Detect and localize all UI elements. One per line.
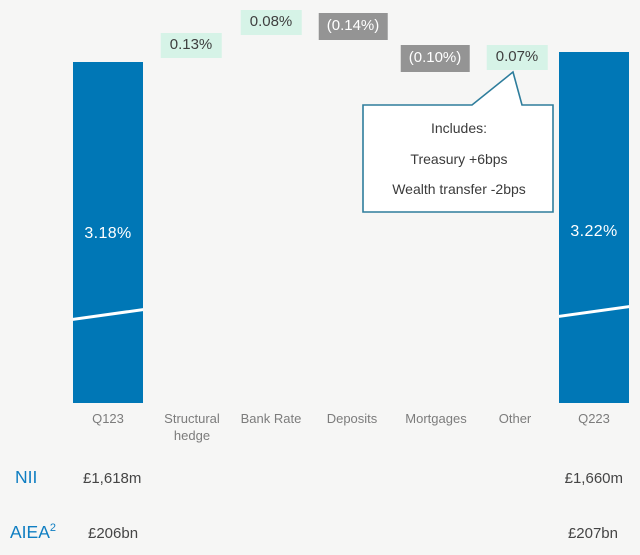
axis-break-line — [73, 307, 143, 321]
footer-nii-q223-value: £1,660m — [564, 470, 623, 487]
delta-label-structural-hedge: 0.13% — [160, 33, 222, 58]
axis-label-mortgages: Mortgages — [405, 411, 467, 426]
callout-line-treasury: Treasury +6bps — [410, 150, 508, 167]
axis-label-bank-rate: Bank Rate — [240, 411, 302, 426]
axis-label-q223: Q223 — [578, 411, 610, 426]
aiea-label-text: AIEA — [10, 522, 50, 542]
delta-label-deposits: (0.14%) — [318, 13, 388, 40]
footer-row-label-aiea: AIEA2 — [10, 522, 56, 543]
callout-bubble-outline — [362, 70, 554, 213]
axis-break-line — [559, 304, 629, 318]
footer-aiea-q223-value: £207bn — [567, 525, 618, 542]
footer-row-label-nii: NII — [15, 467, 37, 488]
delta-label-mortgages: (0.10%) — [400, 45, 470, 72]
delta-label-bank-rate: 0.08% — [240, 10, 302, 35]
callout-heading: Includes: — [430, 119, 488, 136]
bar-q223: 3.22% — [559, 52, 629, 403]
bar-q123: 3.18% — [73, 62, 143, 403]
delta-label-other: 0.07% — [486, 45, 548, 70]
footer-nii-q123-value: £1,618m — [83, 470, 142, 487]
bar-q123-value-label: 3.18% — [84, 225, 132, 242]
callout-content: Includes: Treasury +6bps Wealth transfer… — [363, 105, 555, 212]
axis-label-deposits: Deposits — [326, 411, 378, 426]
axis-label-other: Other — [498, 411, 532, 426]
callout-line-wealth-transfer: Wealth transfer -2bps — [392, 181, 526, 198]
axis-label-structural-hedge: Structural hedge — [164, 411, 220, 443]
axis-label-q123: Q123 — [92, 411, 124, 426]
bar-q223-value-label: 3.22% — [570, 223, 618, 240]
aiea-footnote-superscript: 2 — [49, 522, 57, 535]
footer-aiea-q123-value: £206bn — [88, 525, 139, 542]
nii-label-text: NII — [15, 467, 38, 487]
